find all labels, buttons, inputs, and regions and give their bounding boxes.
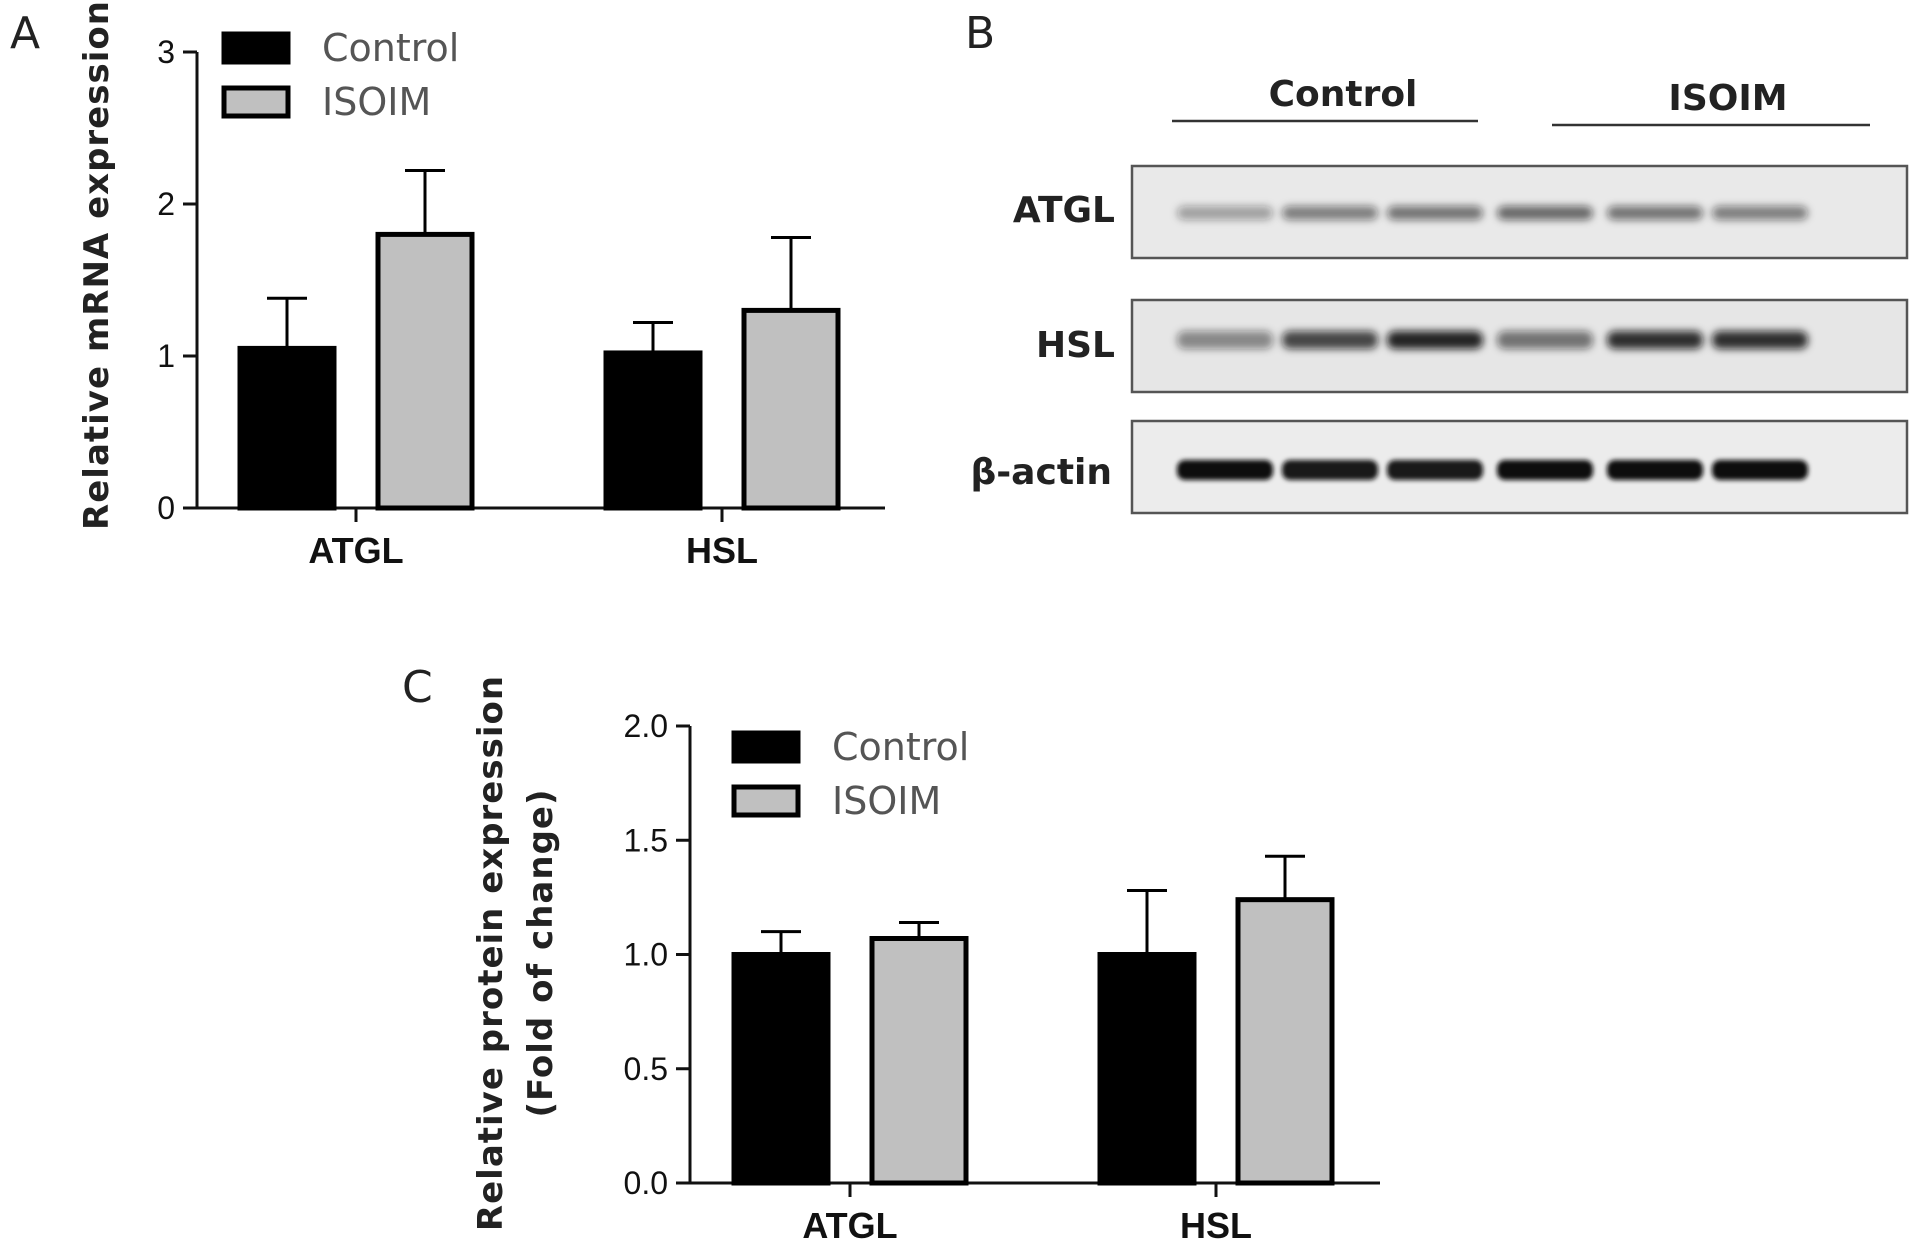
y-tick-label: 3 <box>157 34 175 70</box>
chart-a-ylabel: Relative mRNA expression <box>77 0 117 530</box>
blot-group-control: Control <box>1269 74 1418 115</box>
legend-label-isoim: ISOIM <box>832 779 941 823</box>
y-tick-label: 1.5 <box>624 822 668 858</box>
panel-letter-a: A <box>10 8 40 59</box>
panel-letter-c: C <box>402 662 433 713</box>
blot-label-atgl: ATGL <box>1013 190 1115 231</box>
blot-band <box>1282 206 1378 220</box>
blot-band <box>1177 206 1273 220</box>
bar-control-atgl <box>237 345 337 511</box>
y-tick-label: 2 <box>157 186 175 222</box>
blot-band <box>1177 331 1273 349</box>
blot-group-isoim: ISOIM <box>1668 78 1787 119</box>
blot-band <box>1607 331 1703 349</box>
y-tick-label: 1.0 <box>624 937 668 973</box>
chart-c-ylabel2: (Fold of change) <box>521 788 561 1117</box>
category-label: ATGL <box>308 530 403 571</box>
chart-a: 0 1 2 3 ATGL HSL Control ISOIM Relative mRNA … <box>77 0 885 571</box>
blot-band <box>1712 460 1808 480</box>
bar-isoim-atgl <box>375 231 475 511</box>
category-label: ATGL <box>802 1205 897 1246</box>
legend-label-control: Control <box>832 725 969 769</box>
panel-letter-b: B <box>965 8 995 59</box>
blot-band <box>1607 206 1703 220</box>
y-tick-label: 0 <box>157 490 175 526</box>
legend-swatch-isoim <box>221 85 291 119</box>
bar-isoim-hsl <box>741 307 841 511</box>
legend-swatch-control <box>221 31 291 65</box>
blot-band <box>1387 206 1483 220</box>
y-tick-label: 1 <box>157 338 175 374</box>
blot-band <box>1497 331 1593 349</box>
legend-label-control: Control <box>322 26 459 70</box>
y-tick-label: 0.5 <box>624 1051 668 1087</box>
blot-band <box>1712 206 1808 220</box>
y-tick-label: 0.0 <box>624 1165 668 1201</box>
category-label: HSL <box>1180 1205 1252 1246</box>
blot-band <box>1712 331 1808 349</box>
chart-c: 0.0 0.5 1.0 1.5 2.0 ATGL HSL Control ISOIM Rel… <box>471 675 1380 1246</box>
bar-control-hsl <box>603 350 703 511</box>
blot-band <box>1497 206 1593 220</box>
legend-swatch-control <box>731 730 801 764</box>
chart-c-ylabel: Relative protein expression <box>471 675 511 1231</box>
bar-control-atgl <box>731 952 831 1186</box>
legend-label-isoim: ISOIM <box>322 80 431 124</box>
blot-band <box>1177 460 1273 480</box>
blot-band <box>1387 331 1483 349</box>
legend-swatch-isoim <box>731 784 801 818</box>
blot-band <box>1282 331 1378 349</box>
y-tick-label: 2.0 <box>624 708 668 744</box>
bar-control-hsl <box>1097 952 1197 1186</box>
blot-band <box>1497 460 1593 480</box>
western-blot: Control ISOIM ATGL HSL β-actin <box>970 74 1909 515</box>
blot-band <box>1282 460 1378 480</box>
blot-band <box>1607 460 1703 480</box>
bar-isoim-hsl <box>1235 897 1335 1186</box>
blot-label-beta-actin: β-actin <box>970 452 1112 493</box>
category-label: HSL <box>686 530 758 571</box>
blot-band <box>1387 460 1483 480</box>
bar-isoim-atgl <box>869 936 969 1186</box>
blot-label-hsl: HSL <box>1036 325 1115 366</box>
